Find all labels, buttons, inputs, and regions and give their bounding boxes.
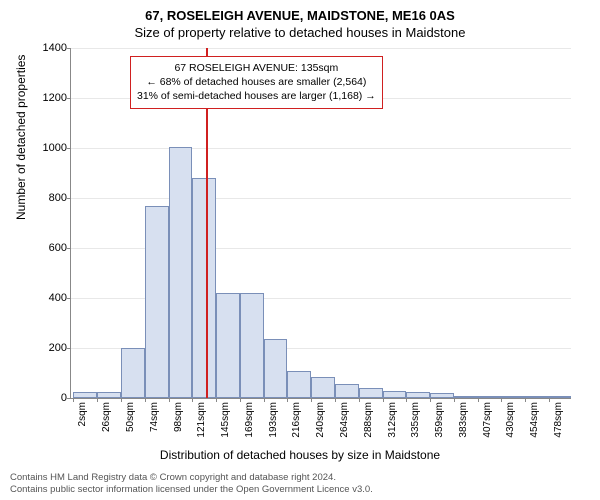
xtick-mark — [525, 398, 526, 402]
xtick-mark — [169, 398, 170, 402]
xtick-label: 26sqm — [101, 402, 112, 432]
footer: Contains HM Land Registry data © Crown c… — [10, 472, 373, 496]
xtick-mark — [264, 398, 265, 402]
histogram-bar — [359, 388, 383, 398]
ytick-label: 0 — [27, 392, 67, 404]
xtick-mark — [192, 398, 193, 402]
histogram-bar — [145, 206, 169, 399]
histogram-bar — [169, 147, 192, 398]
y-axis-label: Number of detached properties — [14, 55, 28, 220]
title-sub: Size of property relative to detached ho… — [0, 23, 600, 40]
grid-line — [71, 198, 571, 199]
xtick-label: 98sqm — [173, 402, 184, 432]
xtick-mark — [383, 398, 384, 402]
title-main: 67, ROSELEIGH AVENUE, MAIDSTONE, ME16 0A… — [0, 0, 600, 23]
ytick-mark — [67, 48, 71, 49]
xtick-mark — [97, 398, 98, 402]
ytick-label: 800 — [27, 192, 67, 204]
xtick-label: 478sqm — [553, 402, 564, 438]
histogram-bar — [335, 384, 359, 398]
annot-line3: 31% of semi-detached houses are larger (… — [137, 89, 376, 103]
xtick-label: 335sqm — [410, 402, 421, 438]
histogram-bar — [549, 396, 571, 398]
ytick-mark — [67, 248, 71, 249]
ytick-label: 1400 — [27, 42, 67, 54]
histogram-bar — [264, 339, 287, 398]
chart-container: 67, ROSELEIGH AVENUE, MAIDSTONE, ME16 0A… — [0, 0, 600, 500]
histogram-bar — [121, 348, 145, 398]
x-axis-label: Distribution of detached houses by size … — [0, 448, 600, 462]
footer-line2: Contains public sector information licen… — [10, 484, 373, 496]
xtick-label: 359sqm — [434, 402, 445, 438]
xtick-mark — [121, 398, 122, 402]
histogram-bar — [311, 377, 335, 398]
xtick-mark — [287, 398, 288, 402]
histogram-bar — [501, 396, 525, 398]
xtick-mark — [406, 398, 407, 402]
xtick-label: 312sqm — [387, 402, 398, 438]
xtick-mark — [335, 398, 336, 402]
xtick-label: 74sqm — [149, 402, 160, 432]
ytick-label: 200 — [27, 342, 67, 354]
ytick-mark — [67, 98, 71, 99]
xtick-mark — [430, 398, 431, 402]
histogram-bar — [97, 392, 121, 398]
xtick-label: 145sqm — [220, 402, 231, 438]
xtick-label: 383sqm — [458, 402, 469, 438]
xtick-label: 240sqm — [315, 402, 326, 438]
xtick-label: 193sqm — [268, 402, 279, 438]
xtick-label: 216sqm — [291, 402, 302, 438]
xtick-mark — [549, 398, 550, 402]
ytick-label: 1200 — [27, 92, 67, 104]
histogram-bar — [240, 293, 264, 398]
xtick-label: 121sqm — [196, 402, 207, 438]
ytick-label: 1000 — [27, 142, 67, 154]
xtick-mark — [478, 398, 479, 402]
annot-line2: ← 68% of detached houses are smaller (2,… — [137, 75, 376, 89]
histogram-bar — [430, 393, 454, 398]
histogram-bar — [454, 396, 478, 398]
chart-area: 02004006008001000120014002sqm26sqm50sqm7… — [70, 48, 570, 398]
histogram-bar — [216, 293, 240, 398]
ytick-mark — [67, 348, 71, 349]
xtick-label: 288sqm — [363, 402, 374, 438]
ytick-mark — [67, 398, 71, 399]
histogram-bar — [73, 392, 97, 398]
xtick-mark — [454, 398, 455, 402]
xtick-label: 264sqm — [339, 402, 350, 438]
xtick-label: 407sqm — [482, 402, 493, 438]
histogram-bar — [478, 396, 501, 398]
xtick-mark — [216, 398, 217, 402]
histogram-bar — [406, 392, 430, 398]
annotation-box: 67 ROSELEIGH AVENUE: 135sqm ← 68% of det… — [130, 56, 383, 109]
xtick-mark — [501, 398, 502, 402]
xtick-label: 430sqm — [505, 402, 516, 438]
histogram-bar — [383, 391, 406, 399]
xtick-mark — [240, 398, 241, 402]
ytick-mark — [67, 298, 71, 299]
xtick-label: 2sqm — [77, 402, 88, 426]
grid-line — [71, 48, 571, 49]
ytick-mark — [67, 148, 71, 149]
histogram-bar — [192, 178, 216, 398]
histogram-bar — [525, 396, 549, 398]
xtick-label: 50sqm — [125, 402, 136, 432]
ytick-label: 400 — [27, 292, 67, 304]
ytick-label: 600 — [27, 242, 67, 254]
annot-line1: 67 ROSELEIGH AVENUE: 135sqm — [137, 61, 376, 75]
histogram-bar — [287, 371, 311, 399]
grid-line — [71, 148, 571, 149]
xtick-mark — [311, 398, 312, 402]
xtick-label: 169sqm — [244, 402, 255, 438]
xtick-mark — [73, 398, 74, 402]
xtick-label: 454sqm — [529, 402, 540, 438]
xtick-mark — [359, 398, 360, 402]
xtick-mark — [145, 398, 146, 402]
footer-line1: Contains HM Land Registry data © Crown c… — [10, 472, 373, 484]
ytick-mark — [67, 198, 71, 199]
